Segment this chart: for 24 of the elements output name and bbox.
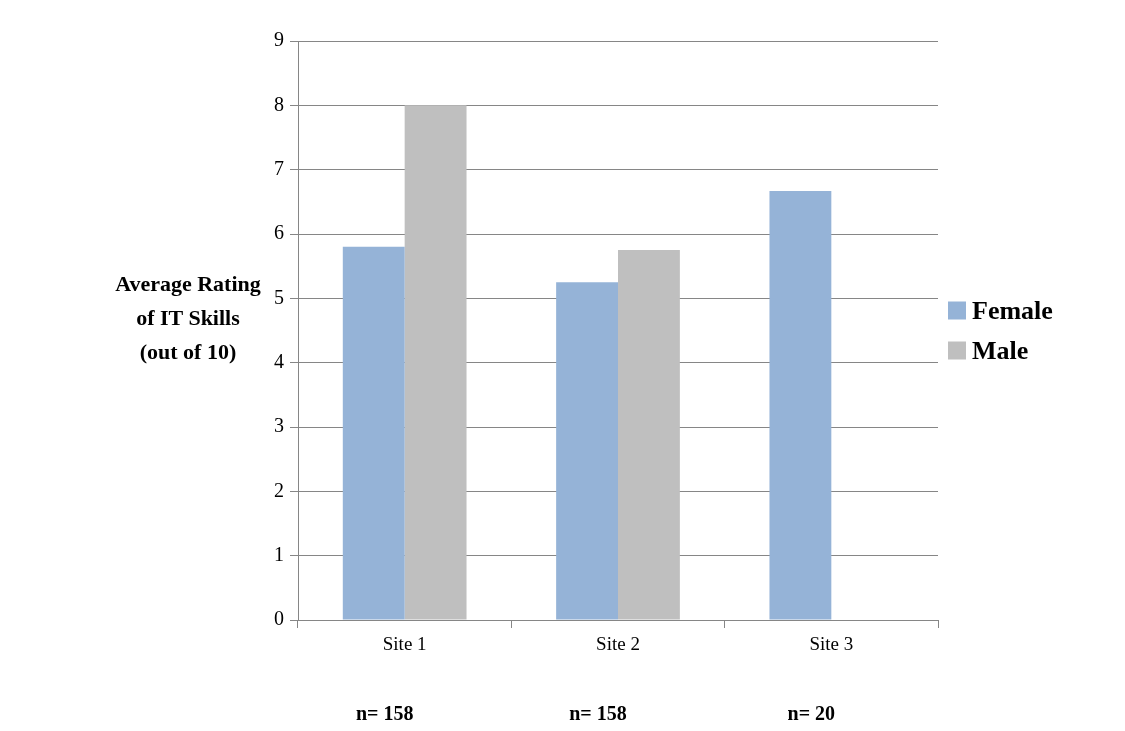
legend-label: Female <box>972 296 1053 326</box>
bar <box>404 105 467 620</box>
y-tick-label: 3 <box>274 414 284 437</box>
bar <box>618 250 680 620</box>
text: n= 158 <box>355 702 414 725</box>
y-tick-label: 6 <box>274 221 284 244</box>
legend-label: Male <box>972 336 1029 366</box>
x-tick-label: Site 3 <box>809 633 854 655</box>
x-tick-label: Site 2 <box>596 633 640 655</box>
y-tick-label: 2 <box>274 478 284 501</box>
y-tick-label: 1 <box>274 542 284 565</box>
y-tick-label: 0 <box>274 607 284 630</box>
text: n= 20 <box>787 702 836 725</box>
y-tick-label: 7 <box>274 156 284 179</box>
y-tick-label: 5 <box>274 285 284 308</box>
y-tick-label: 9 <box>274 28 284 51</box>
bar <box>342 246 405 620</box>
bar <box>769 190 832 620</box>
y-tick-label: 4 <box>274 349 284 372</box>
bar <box>556 282 618 620</box>
y-axis-title: Average Rating of IT Skills (out of 10) <box>115 270 261 364</box>
x-tick-label: Site 1 <box>382 633 427 655</box>
y-tick-label: 8 <box>274 92 284 115</box>
text: n= 158 <box>569 702 627 725</box>
